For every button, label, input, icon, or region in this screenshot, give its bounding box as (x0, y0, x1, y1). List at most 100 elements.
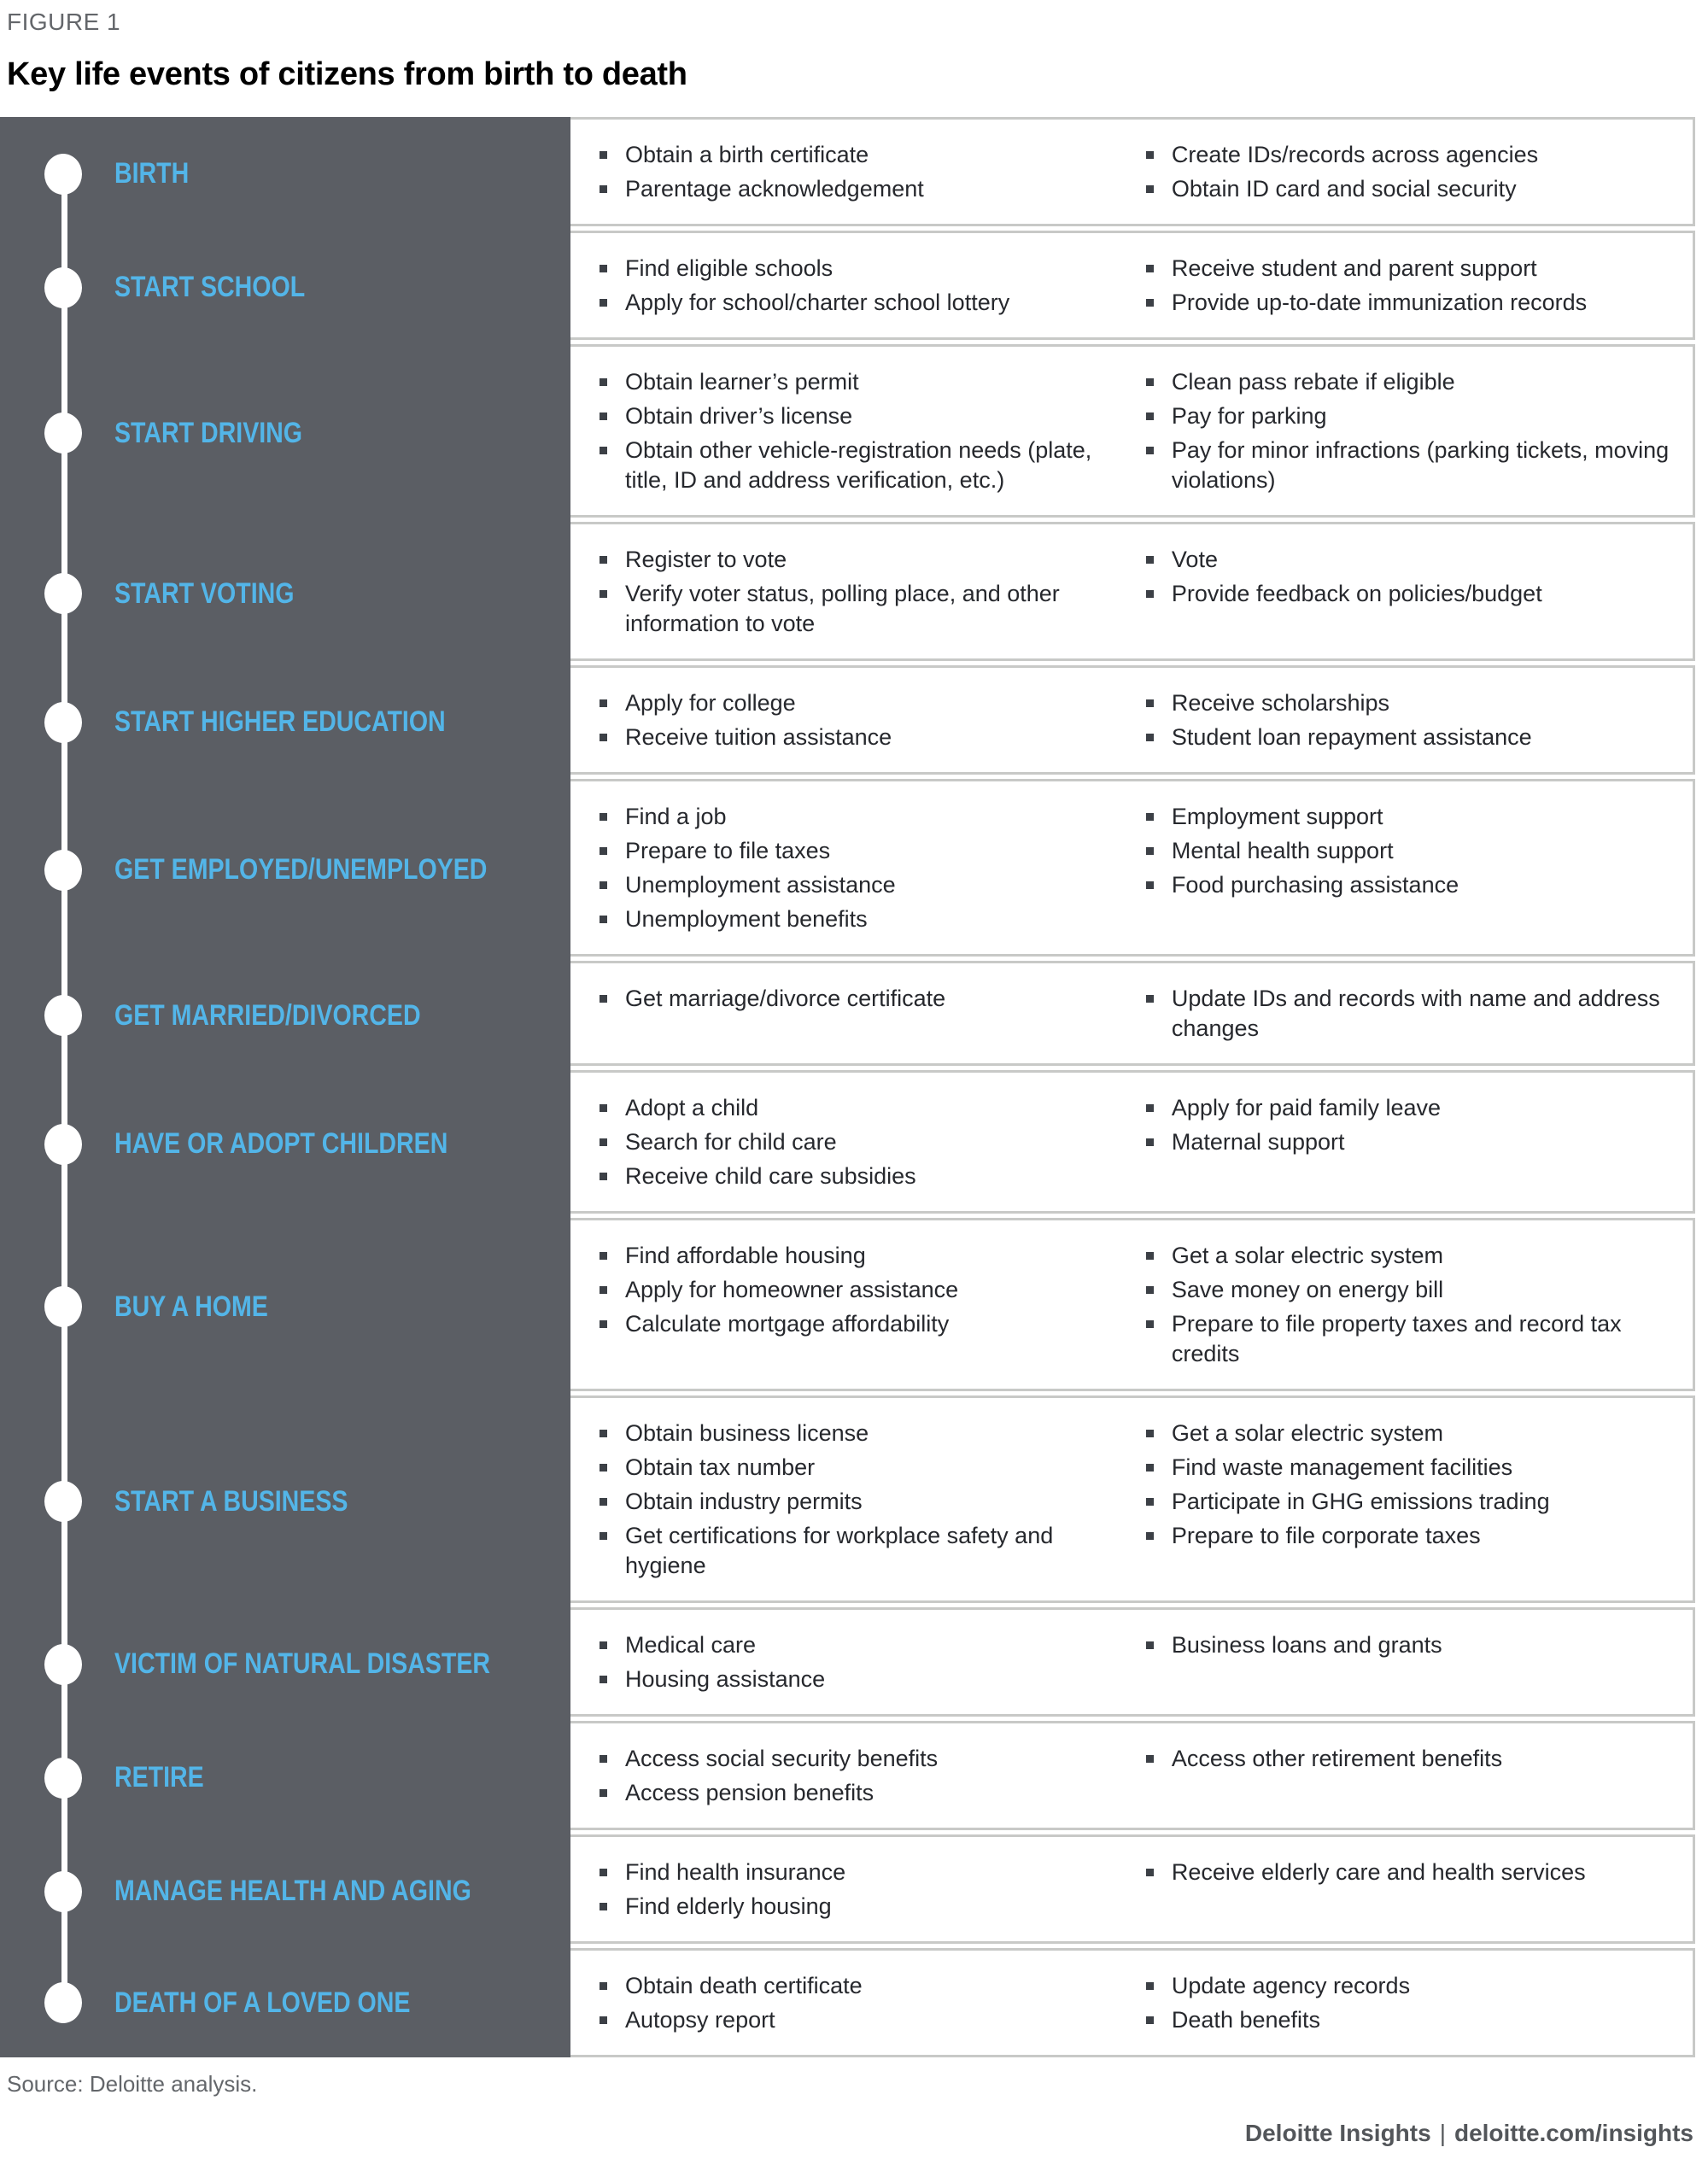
footer-brand: Deloitte Insights (1244, 2120, 1431, 2146)
task-item: Find a job (596, 802, 1100, 832)
event-tasks-card: Obtain learner’s permit Obtain driver’s l… (570, 344, 1695, 518)
event-label: RETIRE (114, 1761, 204, 1793)
task-item: Apply for school/charter school lottery (596, 288, 1100, 318)
task-item: Find elderly housing (596, 1892, 1100, 1922)
timeline-row: BIRTH Obtain a birth certificate Parentag… (0, 117, 1695, 231)
tasks-column-left: Access social security benefits Access pe… (570, 1723, 1117, 1828)
timeline-dot-icon (44, 1870, 82, 1912)
source-note: Source: Deloitte analysis. (7, 2071, 258, 2097)
timeline-dot-icon (44, 1643, 82, 1685)
task-item: Mental health support (1143, 836, 1676, 866)
task-item: Find eligible schools (596, 254, 1100, 284)
tasks-column-left: Find health insurance Find elderly housin… (570, 1837, 1117, 1941)
task-item: Clean pass rebate if eligible (1143, 367, 1676, 397)
timeline-row: START DRIVING Obtain learner’s permit Obt… (0, 344, 1695, 522)
task-item: Verify voter status, polling place, and … (596, 579, 1100, 639)
task-item: Receive child care subsidies (596, 1161, 1100, 1191)
event-label: VICTIM OF NATURAL DISASTER (114, 1647, 491, 1680)
tasks-column-left: Register to vote Verify voter status, pol… (570, 524, 1117, 658)
timeline-row: MANAGE HEALTH AND AGING Find health insu… (0, 1834, 1695, 1948)
task-item: Get marriage/divorce certificate (596, 984, 1100, 1014)
timeline-row: HAVE OR ADOPT CHILDREN Adopt a child Sear… (0, 1070, 1695, 1218)
task-item: Prepare to file corporate taxes (1143, 1521, 1676, 1551)
task-item: Obtain driver’s license (596, 401, 1100, 431)
task-item: Employment support (1143, 802, 1676, 832)
event-label: DEATH OF A LOVED ONE (114, 1986, 411, 2019)
task-item: Obtain death certificate (596, 1971, 1100, 2001)
task-item: Prepare to file taxes (596, 836, 1100, 866)
event-tasks-card: Find health insurance Find elderly housin… (570, 1834, 1695, 1944)
timeline-dot-icon (44, 995, 82, 1036)
event-cell: START SCHOOL (0, 231, 570, 344)
task-item: Receive student and parent support (1143, 254, 1676, 284)
task-item: Unemployment assistance (596, 870, 1100, 900)
task-item: Obtain industry permits (596, 1487, 1100, 1517)
event-tasks-card: Medical care Housing assistance Business … (570, 1607, 1695, 1717)
event-label: START A BUSINESS (114, 1484, 348, 1518)
task-item: Get a solar electric system (1143, 1419, 1676, 1448)
event-label: BUY A HOME (114, 1290, 268, 1323)
tasks-column-right: Employment support Mental health support F… (1117, 781, 1693, 920)
event-tasks-card: Obtain business license Obtain tax number… (570, 1395, 1695, 1603)
timeline-dot-icon (44, 1123, 82, 1165)
timeline-row: START HIGHER EDUCATION Apply for college… (0, 665, 1695, 779)
task-item: Find waste management facilities (1143, 1453, 1676, 1483)
tasks-column-left: Obtain learner’s permit Obtain driver’s l… (570, 347, 1117, 515)
timeline-line (61, 166, 67, 2006)
event-label: MANAGE HEALTH AND AGING (114, 1875, 471, 1907)
task-item: Access social security benefits (596, 1744, 1100, 1774)
task-item: Death benefits (1143, 2005, 1676, 2035)
event-label: START SCHOOL (114, 271, 306, 303)
event-cell: GET MARRIED/DIVORCED (0, 961, 570, 1070)
task-item: Maternal support (1143, 1127, 1676, 1157)
tasks-column-left: Find eligible schools Apply for school/ch… (570, 233, 1117, 337)
timeline-dot-icon (44, 266, 82, 308)
event-tasks-card: Find affordable housing Apply for homeown… (570, 1218, 1695, 1391)
task-item: Obtain other vehicle-registration needs … (596, 436, 1100, 495)
task-item: Business loans and grants (1143, 1630, 1676, 1660)
task-item: Receive elderly care and health services (1143, 1858, 1676, 1887)
tasks-column-left: Apply for college Receive tuition assista… (570, 668, 1117, 772)
event-cell: GET EMPLOYED/UNEMPLOYED (0, 779, 570, 961)
timeline-dot-icon (44, 412, 82, 453)
event-cell: BUY A HOME (0, 1218, 570, 1395)
tasks-column-right: Receive scholarships Student loan repayme… (1117, 668, 1693, 772)
task-item: Student loan repayment assistance (1143, 723, 1676, 752)
task-item: Access other retirement benefits (1143, 1744, 1676, 1774)
event-label: BIRTH (114, 157, 190, 190)
tasks-column-left: Obtain death certificate Autopsy report (570, 1951, 1117, 2055)
event-cell: START VOTING (0, 522, 570, 665)
task-item: Medical care (596, 1630, 1100, 1660)
task-item: Parentage acknowledgement (596, 174, 1100, 204)
event-label: START HIGHER EDUCATION (114, 705, 446, 738)
tasks-column-left: Get marriage/divorce certificate (570, 963, 1117, 1033)
event-cell: START HIGHER EDUCATION (0, 665, 570, 779)
task-item: Get certifications for workplace safety … (596, 1521, 1100, 1581)
task-item: Update IDs and records with name and add… (1143, 984, 1676, 1044)
tasks-column-right: Business loans and grants (1117, 1610, 1693, 1680)
tasks-column-left: Obtain a birth certificate Parentage ackn… (570, 120, 1117, 224)
task-item: Access pension benefits (596, 1778, 1100, 1808)
task-item: Pay for minor infractions (parking ticke… (1143, 436, 1676, 495)
timeline-dot-icon (44, 1481, 82, 1522)
timeline-row: RETIRE Access social security benefits Ac… (0, 1721, 1695, 1834)
footer-url-link[interactable]: deloitte.com/insights (1454, 2120, 1693, 2146)
event-label: HAVE OR ADOPT CHILDREN (114, 1127, 448, 1160)
task-item: Provide feedback on policies/budget (1143, 579, 1676, 609)
timeline-dot-icon (44, 573, 82, 614)
timeline-row: BUY A HOME Find affordable housing Apply … (0, 1218, 1695, 1395)
event-tasks-card: Obtain death certificate Autopsy report U… (570, 1948, 1695, 2057)
task-item: Food purchasing assistance (1143, 870, 1676, 900)
event-cell: BIRTH (0, 117, 570, 231)
task-item: Apply for paid family leave (1143, 1093, 1676, 1123)
tasks-column-right: Get a solar electric system Find waste ma… (1117, 1398, 1693, 1571)
timeline-row: VICTIM OF NATURAL DISASTER Medical care H… (0, 1607, 1695, 1721)
task-item: Apply for college (596, 688, 1100, 718)
event-cell: DEATH OF A LOVED ONE (0, 1948, 570, 2057)
event-tasks-card: Obtain a birth certificate Parentage ackn… (570, 117, 1695, 226)
tasks-column-right: Clean pass rebate if eligible Pay for par… (1117, 347, 1693, 515)
event-cell: VICTIM OF NATURAL DISASTER (0, 1607, 570, 1721)
task-item: Find affordable housing (596, 1241, 1100, 1271)
task-item: Obtain ID card and social security (1143, 174, 1676, 204)
life-events-timeline-panel: BIRTH Obtain a birth certificate Parentag… (0, 117, 1695, 2057)
